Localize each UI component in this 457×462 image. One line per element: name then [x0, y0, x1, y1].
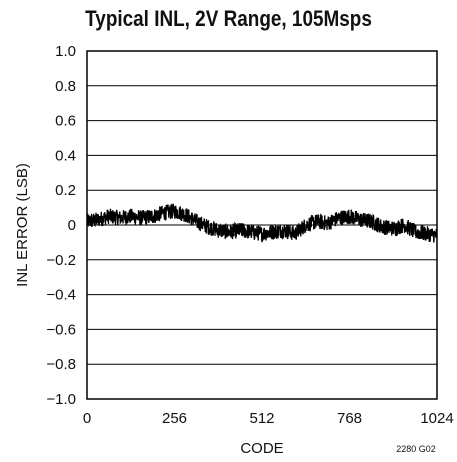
y-tick-label: 1.0	[55, 43, 76, 60]
y-tick-label: −0.2	[46, 252, 76, 269]
x-tick-label: 1024	[420, 410, 453, 427]
y-tick-label: −0.8	[46, 356, 76, 373]
series-layer	[86, 203, 438, 243]
x-tick-label: 0	[83, 410, 91, 427]
y-tick-label: 0	[68, 217, 76, 234]
y-tick-label: 0.6	[55, 113, 76, 130]
inl-series-line	[86, 203, 438, 243]
y-tick-label: 0.8	[55, 78, 76, 95]
y-tick-label: −1.0	[46, 391, 76, 408]
y-tick-labels: 1.0 0.8 0.6 0.4 0.2 0 −0.2 −0.4 −0.6 −0.8 −1.0	[46, 43, 76, 408]
y-axis-label: INL ERROR (LSB)	[14, 163, 31, 287]
y-tick-label: −0.4	[46, 287, 76, 304]
figure-id: 2280 G02	[396, 444, 436, 454]
chart-title: Typical INL, 2V Range, 105Msps	[85, 6, 372, 31]
y-tick-label: 0.2	[55, 182, 76, 199]
y-tick-label: 0.4	[55, 147, 76, 164]
x-tick-labels: 0 256 512 768 1024	[83, 410, 454, 427]
x-tick-label: 256	[162, 410, 187, 427]
y-tick-label: −0.6	[46, 321, 76, 338]
x-tick-label: 768	[337, 410, 362, 427]
x-tick-label: 512	[249, 410, 274, 427]
plot-frame	[86, 50, 438, 400]
x-axis-label: CODE	[240, 440, 283, 457]
